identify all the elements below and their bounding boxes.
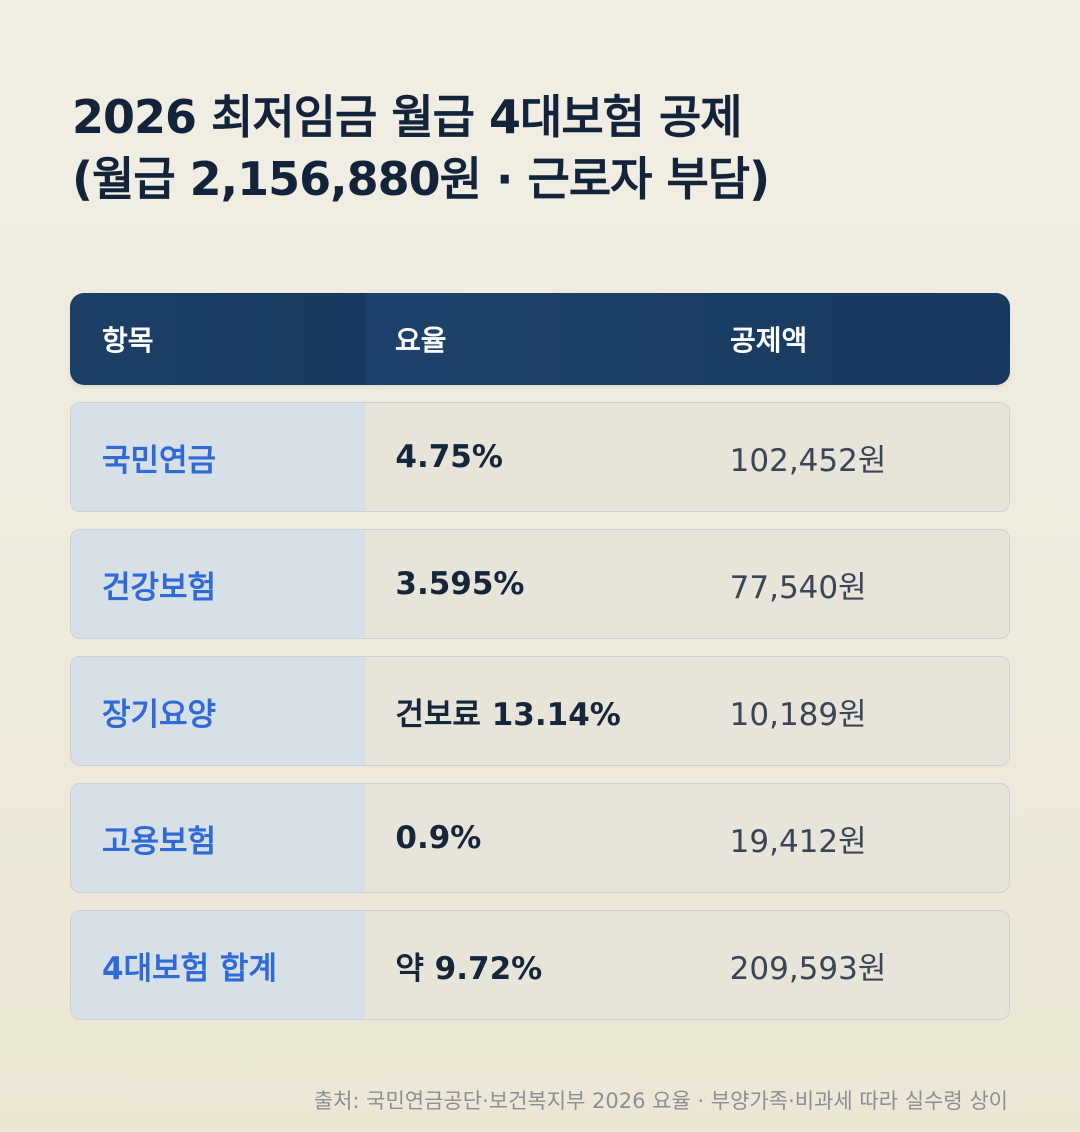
row-amount: 19,412원 xyxy=(699,784,1009,892)
row-rate: 약 9.72% xyxy=(365,911,700,1019)
row-item: 국민연금 xyxy=(71,403,366,511)
page-title: 2026 최저임금 월급 4대보험 공제 (월급 2,156,880원 · 근로… xyxy=(72,86,1012,210)
row-rate: 건보료 13.14% xyxy=(365,657,700,765)
row-rate: 0.9% xyxy=(365,784,700,892)
row-amount: 77,540원 xyxy=(699,530,1009,638)
header-rate: 요율 xyxy=(365,293,700,385)
table-row: 장기요양 건보료 13.14% 10,189원 xyxy=(70,656,1010,766)
row-item: 장기요양 xyxy=(71,657,366,765)
row-amount: 10,189원 xyxy=(699,657,1009,765)
row-item: 4대보험 합계 xyxy=(71,911,366,1019)
title-line-2: (월급 2,156,880원 · 근로자 부담) xyxy=(72,152,770,206)
row-amount: 102,452원 xyxy=(699,403,1009,511)
deduction-table: 항목 요율 공제액 국민연금 4.75% 102,452원 건강보험 3.595… xyxy=(70,293,1010,1020)
row-rate: 4.75% xyxy=(365,403,700,511)
row-item: 건강보험 xyxy=(71,530,366,638)
table-row: 고용보험 0.9% 19,412원 xyxy=(70,783,1010,893)
header-amount: 공제액 xyxy=(700,293,1010,385)
row-item: 고용보험 xyxy=(71,784,366,892)
table-header: 항목 요율 공제액 xyxy=(70,293,1010,385)
row-rate: 3.595% xyxy=(365,530,700,638)
header-item: 항목 xyxy=(102,324,154,357)
table-row: 건강보험 3.595% 77,540원 xyxy=(70,529,1010,639)
row-amount: 209,593원 xyxy=(699,911,1009,1019)
title-line-1: 2026 최저임금 월급 4대보험 공제 xyxy=(72,90,743,144)
table-row-total: 4대보험 합계 약 9.72% 209,593원 xyxy=(70,910,1010,1020)
table-row: 국민연금 4.75% 102,452원 xyxy=(70,402,1010,512)
source-note: 출처: 국민연금공단·보건복지부 2026 요율 · 부양가족·비과세 따라 실… xyxy=(313,1089,1008,1113)
